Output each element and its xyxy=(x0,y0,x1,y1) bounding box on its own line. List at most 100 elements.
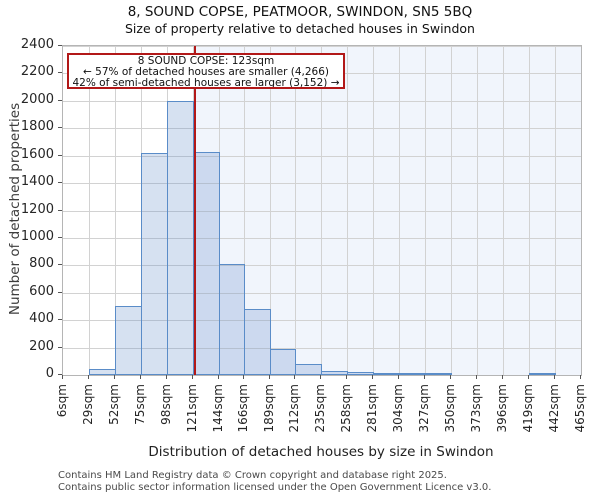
y-tick-label: 1000 xyxy=(20,228,54,244)
x-tick-mark xyxy=(242,375,244,379)
x-tick-mark xyxy=(320,375,322,379)
x-tick-mark xyxy=(62,375,63,379)
histogram-bar xyxy=(425,373,452,375)
vertical-gridline xyxy=(295,46,297,375)
y-tick-label: 2200 xyxy=(20,64,54,80)
x-tick-label: 327sqm xyxy=(417,384,432,433)
histogram-bar xyxy=(89,369,116,375)
y-tick-label: 600 xyxy=(29,283,54,299)
x-tick-label: 98sqm xyxy=(158,384,173,425)
x-tick-label: 258sqm xyxy=(339,384,354,433)
y-tick-mark xyxy=(58,264,62,266)
histogram-bar xyxy=(529,373,556,375)
property-size-marker-line xyxy=(194,46,197,375)
y-tick-label: 2400 xyxy=(20,37,54,52)
y-tick-mark xyxy=(58,127,62,129)
y-tick-mark xyxy=(58,99,62,101)
y-tick-mark xyxy=(58,319,62,321)
histogram-bar xyxy=(167,101,194,375)
x-tick-mark xyxy=(346,375,348,379)
footer-licence-line: Contains public sector information licen… xyxy=(58,481,492,493)
x-tick-mark xyxy=(554,375,556,379)
y-tick-label: 800 xyxy=(29,256,54,272)
x-tick-label: 75sqm xyxy=(132,384,147,425)
x-tick-mark xyxy=(450,375,452,379)
x-tick-label: 6sqm xyxy=(55,384,69,418)
annotation-property-line: 8 SOUND COPSE: 123sqm xyxy=(137,55,275,67)
x-tick-mark xyxy=(268,375,270,379)
x-tick-label: 29sqm xyxy=(80,384,95,425)
vertical-gridline xyxy=(399,46,401,375)
y-tick-mark xyxy=(58,346,62,348)
x-tick-mark xyxy=(139,375,141,379)
histogram-bar xyxy=(373,373,400,375)
histogram-bar xyxy=(295,364,322,375)
histogram-bar xyxy=(399,373,426,375)
y-tick-label: 400 xyxy=(29,311,54,327)
vertical-gridline xyxy=(555,46,557,375)
vertical-gridline xyxy=(529,46,531,375)
x-tick-label: 235sqm xyxy=(313,384,328,433)
footer: Contains HM Land Registry data © Crown c… xyxy=(58,470,491,493)
x-tick-mark xyxy=(580,375,581,379)
histogram-bar xyxy=(219,264,245,375)
y-tick-label: 1800 xyxy=(20,119,54,135)
histogram-bar xyxy=(141,153,168,375)
y-tick-label: 1600 xyxy=(20,146,54,162)
x-tick-label: 350sqm xyxy=(443,384,458,433)
histogram-bar xyxy=(270,349,296,375)
x-tick-label: 281sqm xyxy=(365,384,380,433)
x-tick-mark xyxy=(191,375,193,379)
y-tick-mark xyxy=(58,154,62,156)
chart-title: 8, SOUND COPSE, PEATMOOR, SWINDON, SN5 5… xyxy=(127,4,473,20)
y-tick-label: 1200 xyxy=(20,201,54,217)
annotation-smaller-line: ← 57% of detached houses are smaller (4,… xyxy=(83,66,329,78)
plot-area: 8 SOUND COPSE: 123sqm ← 57% of detached … xyxy=(62,45,582,376)
histogram-bar xyxy=(347,372,374,375)
y-tick-label: 200 xyxy=(29,338,54,354)
x-axis-label: Distribution of detached houses by size … xyxy=(148,444,494,460)
footer-attribution-line: Contains HM Land Registry data © Crown c… xyxy=(58,470,447,481)
x-tick-mark xyxy=(502,375,504,379)
x-tick-mark xyxy=(398,375,400,379)
y-tick-label: 2000 xyxy=(20,91,54,107)
y-tick-mark xyxy=(58,374,62,375)
vertical-gridline xyxy=(269,46,271,375)
x-tick-mark xyxy=(424,375,426,379)
x-tick-label: 442sqm xyxy=(547,384,562,433)
x-tick-label: 465sqm xyxy=(573,384,587,433)
y-tick-label: 1400 xyxy=(20,174,54,190)
histogram-bar xyxy=(321,371,348,375)
vertical-gridline xyxy=(503,46,505,375)
x-tick-label: 396sqm xyxy=(495,384,510,433)
y-tick-mark xyxy=(58,182,62,184)
y-tick-mark xyxy=(58,236,62,238)
x-tick-label: 212sqm xyxy=(287,384,302,433)
chart-subtitle: Size of property relative to detached ho… xyxy=(125,21,475,36)
x-tick-label: 166sqm xyxy=(235,384,250,433)
y-tick-mark xyxy=(58,45,62,46)
y-tick-label: 0 xyxy=(45,366,54,381)
x-tick-mark xyxy=(294,375,296,379)
vertical-gridline xyxy=(477,46,479,375)
x-tick-label: 189sqm xyxy=(261,384,276,433)
histogram-bar xyxy=(244,309,271,375)
vertical-gridline xyxy=(451,46,453,375)
y-tick-mark xyxy=(58,291,62,293)
x-tick-mark xyxy=(217,375,219,379)
annotation-larger-line: 42% of semi-detached houses are larger (… xyxy=(72,77,340,89)
histogram-bar xyxy=(193,152,220,375)
vertical-gridline xyxy=(88,46,90,375)
histogram-bar xyxy=(115,306,142,375)
x-tick-mark xyxy=(165,375,167,379)
vertical-gridline xyxy=(425,46,427,375)
x-tick-mark xyxy=(113,375,115,379)
x-tick-mark xyxy=(476,375,478,379)
annotation-box: 8 SOUND COPSE: 123sqm ← 57% of detached … xyxy=(67,53,345,89)
x-tick-label: 121sqm xyxy=(184,384,199,433)
x-tick-mark xyxy=(372,375,374,379)
x-tick-label: 419sqm xyxy=(521,384,536,433)
x-tick-label: 144sqm xyxy=(210,384,225,433)
y-tick-mark xyxy=(58,209,62,211)
